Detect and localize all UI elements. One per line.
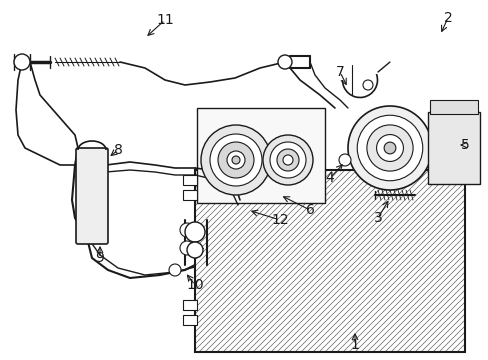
Circle shape: [283, 155, 292, 165]
Circle shape: [269, 142, 305, 178]
Text: 5: 5: [460, 138, 468, 152]
Bar: [195, 170, 464, 352]
Circle shape: [357, 115, 422, 181]
Circle shape: [201, 125, 270, 195]
Circle shape: [180, 223, 194, 237]
Circle shape: [384, 142, 395, 154]
Bar: [427, 112, 479, 184]
Text: 10: 10: [186, 278, 203, 292]
Text: 8: 8: [113, 143, 122, 157]
Circle shape: [231, 156, 240, 164]
Text: 11: 11: [156, 13, 174, 27]
Circle shape: [376, 135, 403, 161]
Bar: [197, 108, 325, 203]
Text: 1: 1: [350, 338, 359, 352]
Text: 2: 2: [443, 11, 451, 25]
FancyBboxPatch shape: [76, 148, 108, 244]
Text: 9: 9: [95, 251, 104, 265]
Circle shape: [226, 151, 244, 169]
Circle shape: [278, 55, 291, 69]
Bar: [183, 190, 197, 200]
Circle shape: [184, 222, 204, 242]
Circle shape: [366, 125, 412, 171]
Text: 4: 4: [325, 171, 334, 185]
Circle shape: [276, 149, 298, 171]
Bar: [429, 100, 477, 114]
Circle shape: [362, 80, 372, 90]
Bar: [183, 315, 197, 325]
Bar: [183, 300, 197, 310]
Circle shape: [347, 106, 431, 190]
Circle shape: [186, 242, 203, 258]
Circle shape: [180, 241, 194, 255]
Circle shape: [263, 135, 312, 185]
Bar: [183, 175, 197, 185]
Circle shape: [218, 142, 253, 178]
Text: 6: 6: [305, 203, 314, 217]
Circle shape: [169, 264, 181, 276]
Text: 12: 12: [271, 213, 288, 227]
Circle shape: [209, 134, 262, 186]
Text: 3: 3: [373, 211, 382, 225]
Bar: [195, 170, 464, 352]
Circle shape: [14, 54, 30, 70]
Circle shape: [338, 154, 350, 166]
Text: 7: 7: [335, 65, 344, 79]
